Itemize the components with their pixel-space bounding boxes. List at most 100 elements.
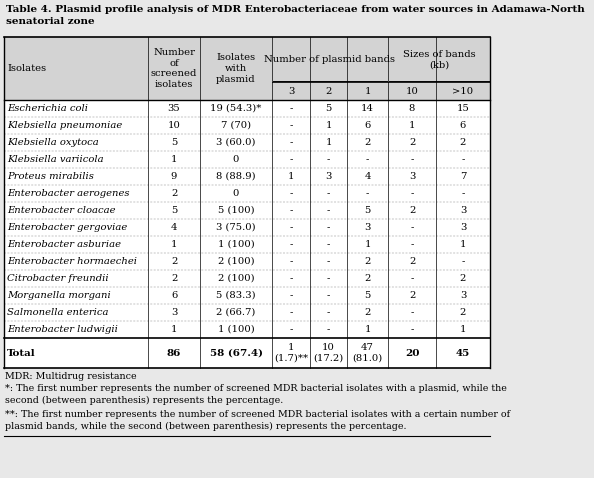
Bar [4,3,490,37]
Text: 1: 1 [409,121,415,130]
Text: 2: 2 [326,87,331,96]
Text: 2: 2 [364,308,371,317]
Text: 5 (100): 5 (100) [217,206,254,215]
Text: Isolates: Isolates [7,64,46,73]
Text: Klebsiella pneumoniae: Klebsiella pneumoniae [7,121,122,130]
Text: -: - [327,291,330,300]
Text: -: - [289,138,293,147]
Bar [4,287,490,304]
Text: **: The first number represents the number of screened MDR bacterial isolates wi: **: The first number represents the numb… [5,410,510,431]
Text: 2: 2 [460,274,466,283]
Text: Salmonella enterica: Salmonella enterica [7,308,109,317]
Text: 45: 45 [456,348,470,358]
Text: 2: 2 [409,257,415,266]
Text: -: - [289,257,293,266]
Text: 7: 7 [460,172,466,181]
Text: 1: 1 [170,240,177,249]
Text: 6: 6 [171,291,177,300]
Text: 1 (100): 1 (100) [217,240,254,249]
Bar [4,253,490,270]
Text: -: - [289,206,293,215]
Text: 2: 2 [460,138,466,147]
Text: -: - [462,257,465,266]
Text: 5: 5 [171,206,177,215]
Text: 5: 5 [364,206,371,215]
Text: -: - [289,121,293,130]
Text: 58 (67.4): 58 (67.4) [210,348,263,358]
Text: 14: 14 [361,104,374,113]
Text: Klebsiella oxytoca: Klebsiella oxytoca [7,138,99,147]
Text: 1: 1 [364,240,371,249]
Bar [4,185,490,202]
Text: -: - [410,325,413,334]
Text: -: - [410,308,413,317]
Text: Isolates
with
plasmid: Isolates with plasmid [216,53,256,84]
Text: -: - [410,240,413,249]
Text: 1: 1 [364,87,371,96]
Text: -: - [289,223,293,232]
Text: -: - [289,291,293,300]
Text: 15: 15 [457,104,469,113]
Text: Enterobacter aerogenes: Enterobacter aerogenes [7,189,129,198]
Text: 2: 2 [460,308,466,317]
Text: 10: 10 [406,87,418,96]
Text: -: - [289,104,293,113]
Text: MDR: Multidrug resistance: MDR: Multidrug resistance [5,372,137,381]
Text: -: - [289,189,293,198]
Text: 2: 2 [409,138,415,147]
Bar [4,117,490,134]
Text: 1: 1 [326,138,332,147]
Text: Enterobacter asburiae: Enterobacter asburiae [7,240,121,249]
Text: 2: 2 [171,274,177,283]
Text: 2: 2 [364,274,371,283]
Bar [4,168,490,185]
Text: Proteus mirabilis: Proteus mirabilis [7,172,94,181]
Text: *: The first number represents the number of screened MDR bacterial isolates wit: *: The first number represents the numbe… [5,384,507,405]
Text: 0: 0 [233,189,239,198]
Bar [4,134,490,151]
Text: Morganella morgani: Morganella morgani [7,291,110,300]
Text: Total: Total [7,348,36,358]
Text: Citrobacter freundii: Citrobacter freundii [7,274,109,283]
Text: 1: 1 [460,240,466,249]
Text: Sizes of bands
(kb): Sizes of bands (kb) [403,50,475,69]
Text: 35: 35 [168,104,181,113]
Text: 8 (88.9): 8 (88.9) [216,172,256,181]
Text: -: - [327,223,330,232]
Text: 5 (83.3): 5 (83.3) [216,291,256,300]
Text: -: - [327,240,330,249]
Text: -: - [366,155,369,164]
Text: Table 4. Plasmid profile analysis of MDR Enterobacteriaceae from water sources i: Table 4. Plasmid profile analysis of MDR… [6,5,584,14]
Text: >10: >10 [453,87,473,96]
Text: 1
(1.7)**: 1 (1.7)** [274,343,308,363]
Text: 2: 2 [364,138,371,147]
Text: 3: 3 [288,87,294,96]
Text: 20: 20 [405,348,419,358]
Text: 2 (100): 2 (100) [217,257,254,266]
Text: -: - [410,155,413,164]
Text: Escherichia coli: Escherichia coli [7,104,88,113]
Text: 9: 9 [171,172,177,181]
Bar [4,338,490,368]
Text: 3: 3 [171,308,177,317]
Text: Klebsiella variicola: Klebsiella variicola [7,155,103,164]
Text: -: - [289,308,293,317]
Text: 3: 3 [364,223,371,232]
Bar [4,202,490,219]
Bar [4,37,490,100]
Text: Number of plasmid bands: Number of plasmid bands [264,55,396,64]
Text: 1: 1 [170,325,177,334]
Text: 1: 1 [170,155,177,164]
Text: 6: 6 [460,121,466,130]
Text: 47
(81.0): 47 (81.0) [352,343,383,363]
Text: -: - [327,308,330,317]
Text: 0: 0 [233,155,239,164]
Text: -: - [410,223,413,232]
Text: 2 (66.7): 2 (66.7) [216,308,255,317]
Text: -: - [327,206,330,215]
Text: 3: 3 [409,172,415,181]
Bar [4,100,490,117]
Text: -: - [410,189,413,198]
Bar [4,304,490,321]
Bar [4,219,490,236]
